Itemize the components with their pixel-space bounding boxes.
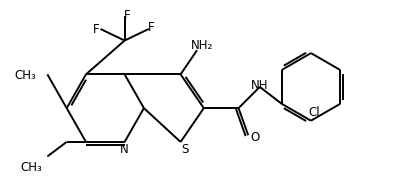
Text: NH₂: NH₂ <box>191 39 213 52</box>
Text: N: N <box>120 143 129 156</box>
Text: S: S <box>181 143 188 156</box>
Text: CH₃: CH₃ <box>14 69 36 82</box>
Text: F: F <box>149 21 155 34</box>
Text: Cl: Cl <box>308 106 320 120</box>
Text: NH: NH <box>251 79 269 92</box>
Text: F: F <box>93 23 100 36</box>
Text: CH₃: CH₃ <box>21 161 43 174</box>
Text: F: F <box>124 9 131 22</box>
Text: O: O <box>250 131 260 144</box>
